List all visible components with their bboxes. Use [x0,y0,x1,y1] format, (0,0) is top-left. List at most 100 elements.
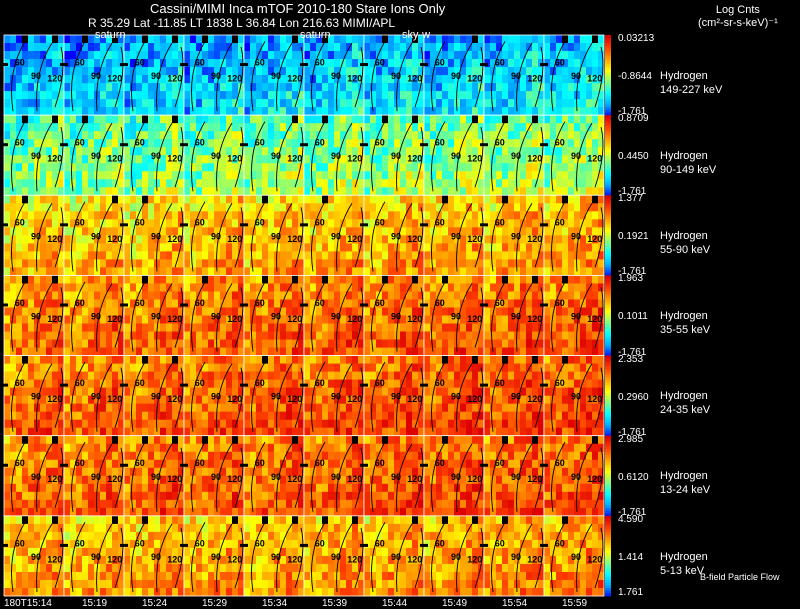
heatmap-cell [340,219,347,228]
heatmap-cell [346,339,353,348]
heatmap-cell [28,299,35,308]
heatmap-cell [490,203,497,212]
heatmap-cell [352,67,359,76]
heatmap-cell [64,179,71,188]
heatmap-cell [370,83,377,92]
heatmap-cell [34,235,41,244]
heatmap-cell [496,131,503,140]
heatmap-cell [442,51,449,60]
heatmap-cell [424,43,431,52]
heatmap-cell [394,107,401,116]
heatmap-cell [256,355,263,364]
heatmap-cell [412,139,419,148]
heatmap-cell [232,299,239,308]
heatmap-cell [154,115,161,124]
heatmap-cell [580,211,587,220]
heatmap-cell [118,251,125,260]
heatmap-cell [22,35,29,44]
heatmap-cell [76,235,83,244]
heatmap-cell [544,339,551,348]
heatmap-cell [310,91,317,100]
heatmap-cell [322,275,329,284]
heatmap-cell [136,275,143,284]
heatmap-cell [118,291,125,300]
heatmap-cell [70,203,77,212]
heatmap-cell [490,291,497,300]
heatmap-cell [340,275,347,284]
heatmap-cell [430,323,437,332]
heatmap-cell [454,251,461,260]
heatmap-cell [352,187,359,196]
heatmap-cell [358,275,365,284]
heatmap-cell [142,99,149,108]
heatmap-cell [184,107,191,116]
heatmap-cell [136,427,143,437]
heatmap-cell [166,395,173,404]
heatmap-cell [220,331,227,340]
heatmap-cell [100,35,107,44]
heatmap-cell [250,363,257,372]
heatmap-cell [580,99,587,108]
heatmap-cell [400,347,407,356]
heatmap-cell [472,171,479,180]
heatmap-cell [112,155,119,164]
heatmap-cell [238,147,245,156]
heatmap-cell [430,91,437,100]
heatmap-cell [490,315,497,324]
heatmap-cell [232,187,239,196]
heatmap-cell [196,387,203,396]
heatmap-cell [232,35,239,44]
heatmap-cell [418,91,425,100]
heatmap-cell [526,83,533,92]
heatmap-cell [16,227,23,236]
heatmap-cell [412,243,419,252]
heatmap-cell [88,123,95,132]
heatmap-cell [172,75,179,84]
heatmap-cell [454,171,461,180]
heatmap-cell [22,139,29,148]
heatmap-cell [10,411,17,420]
heatmap-cell [508,211,515,220]
heatmap-cell [592,291,599,300]
pitch-angle-contour [534,127,544,188]
heatmap-cell [526,195,533,204]
heatmap-cell [202,99,209,108]
heatmap-cell [190,163,197,172]
heatmap-cell [40,211,47,220]
heatmap-cell [520,315,527,324]
heatmap-cell [256,283,263,292]
heatmap-cell [532,179,539,188]
heatmap-cell [94,267,101,276]
heatmap-cell [130,419,137,428]
heatmap-cell [448,187,455,196]
heatmap-cell [232,267,239,276]
heatmap-cell [172,195,179,204]
heatmap-cell [310,259,317,268]
heatmap-cell [238,99,245,108]
heatmap-cell [10,171,17,180]
heatmap-cell [16,123,23,132]
heatmap-cell [148,219,155,228]
heatmap-cell [574,107,581,116]
heatmap-cell [352,235,359,244]
heatmap-cell [364,259,371,268]
heatmap-cell [508,251,515,260]
heatmap-cell [220,251,227,260]
heatmap-cell [100,371,107,380]
heatmap-cell [22,243,29,252]
heatmap-cell [574,291,581,300]
heatmap-cell [166,403,173,412]
heatmap-cell [598,163,605,172]
heatmap-cell [178,427,185,437]
heatmap-cell [190,179,197,188]
heatmap-cell [292,339,299,348]
heatmap-cell [160,355,167,364]
heatmap-cell [382,331,389,340]
heatmap-cell [82,339,89,348]
heatmap-cell [190,411,197,420]
heatmap-cell [370,59,377,68]
heatmap-cell [94,331,101,340]
heatmap-cell [34,51,41,60]
heatmap-cell [82,99,89,108]
heatmap-cell [286,83,293,92]
